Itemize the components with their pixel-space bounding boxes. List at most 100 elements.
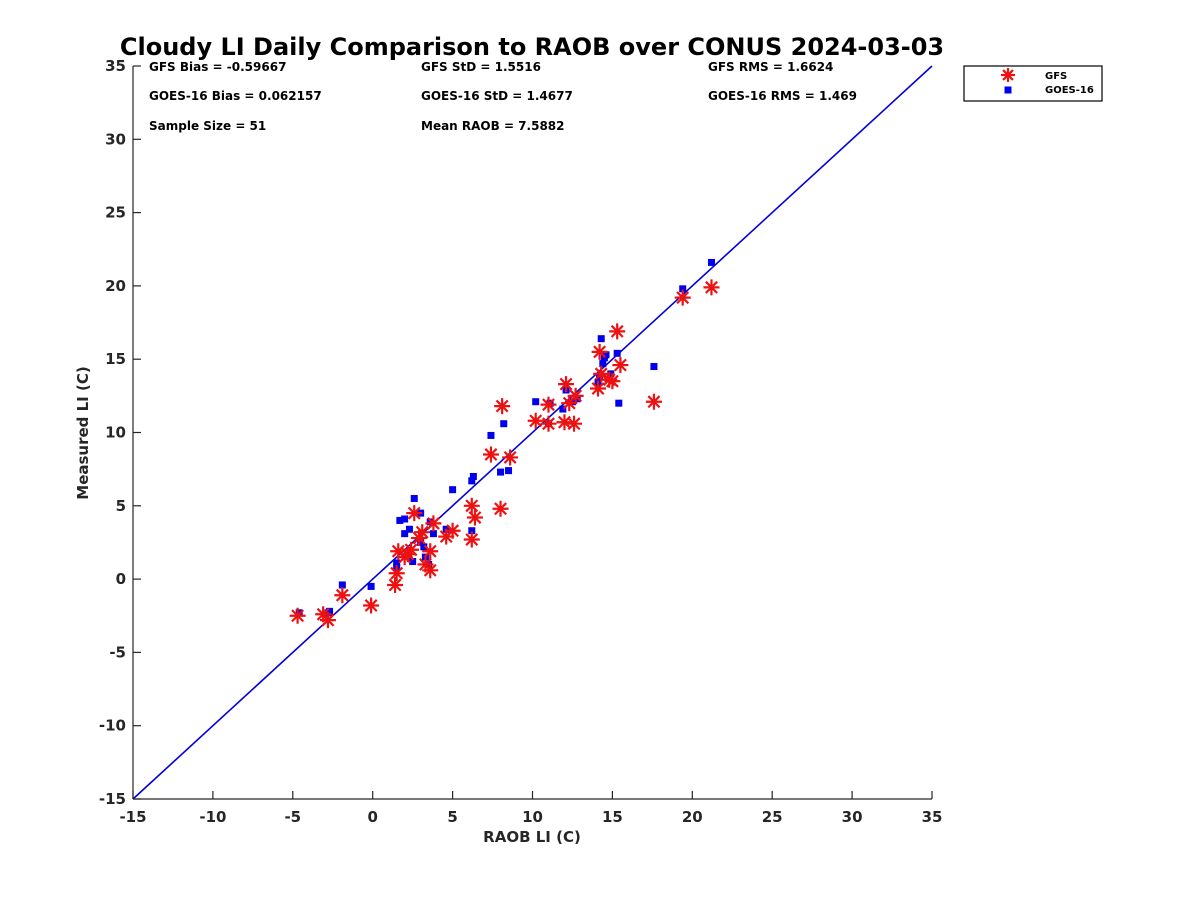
goes16-point <box>367 582 375 590</box>
goes16-point <box>401 530 409 538</box>
gfs-point <box>609 323 626 340</box>
legend-gfs-label: GFS <box>1045 71 1067 82</box>
gfs-point <box>414 524 431 541</box>
goes16-point <box>615 399 623 407</box>
x-axis-ticks: -15 -10 -5 0 5 10 15 20 25 30 35 <box>119 791 942 826</box>
gfs-point <box>422 562 439 579</box>
stat-mean-raob: Mean RAOB = 7.5882 <box>421 119 565 133</box>
stat-gfs-bias: GFS Bias = -0.59667 <box>149 60 286 74</box>
x-tick-label: 30 <box>842 808 863 826</box>
y-tick-label: -5 <box>109 643 126 661</box>
goes16-point <box>602 351 610 359</box>
legend-gfs-asterisk-icon <box>1001 68 1015 82</box>
gfs-point <box>604 373 621 390</box>
goes16-point <box>679 285 687 293</box>
goes16-point <box>707 258 715 266</box>
gfs-point <box>482 446 499 463</box>
x-tick-label: 15 <box>602 808 623 826</box>
goes16-point <box>532 398 540 406</box>
gfs-point <box>319 612 336 629</box>
x-tick-label: 5 <box>447 808 457 826</box>
gfs-point <box>289 607 306 624</box>
goes16-point <box>497 468 505 476</box>
goes16-point <box>410 494 418 502</box>
x-tick-label: -10 <box>199 808 226 826</box>
y-tick-label: 5 <box>116 497 126 515</box>
gfs-point <box>466 509 483 526</box>
gfs-point <box>558 376 575 393</box>
y-tick-label: 15 <box>105 350 126 368</box>
one-to-one-reference-line <box>132 65 933 800</box>
x-tick-label: -5 <box>284 808 301 826</box>
legend-goes16-label: GOES-16 <box>1045 85 1094 96</box>
goes16-point <box>429 530 437 538</box>
gfs-point <box>388 565 405 582</box>
gfs-point <box>645 393 662 410</box>
goes16-point <box>487 431 495 439</box>
goes16-point <box>449 486 457 494</box>
goes16-point <box>393 559 401 567</box>
goes16-point <box>468 477 476 485</box>
gfs-point <box>387 576 404 593</box>
goes16-point <box>500 420 508 428</box>
y-tick-label: 35 <box>105 57 126 75</box>
y-tick-label: 0 <box>116 570 126 588</box>
legend-goes16-square-icon <box>1004 86 1012 94</box>
gfs-point <box>567 387 584 404</box>
gfs-point <box>406 505 423 522</box>
gfs-point <box>334 587 351 604</box>
goes16-point <box>426 518 434 526</box>
y-tick-label: 20 <box>105 277 126 295</box>
legend-gfs-marker-shape <box>1001 68 1015 82</box>
x-tick-label: -15 <box>119 808 146 826</box>
goes16-point <box>650 363 658 371</box>
gfs-point <box>674 289 691 306</box>
chart-title: Cloudy LI Daily Comparison to RAOB over … <box>120 33 944 61</box>
goes16-point <box>469 472 477 480</box>
gfs-point <box>566 415 583 432</box>
gfs-point <box>502 449 519 466</box>
gfs-point <box>422 543 439 560</box>
gfs-point <box>492 500 509 517</box>
stat-gfs-rms: GFS RMS = 1.6624 <box>708 60 833 74</box>
x-tick-label: 25 <box>762 808 783 826</box>
x-tick-label: 35 <box>922 808 943 826</box>
gfs-point <box>540 396 557 413</box>
gfs-point <box>590 380 607 397</box>
gfs-point <box>703 279 720 296</box>
gfs-point <box>463 497 480 514</box>
y-tick-label: 10 <box>105 424 126 442</box>
y-axis-label: Measured LI (C) <box>74 366 92 499</box>
x-tick-label: 20 <box>682 808 703 826</box>
gfs-point <box>612 357 629 374</box>
gfs-point <box>444 522 461 539</box>
gfs-point <box>363 597 380 614</box>
stat-goes16-bias: GOES-16 Bias = 0.062157 <box>149 89 322 103</box>
y-tick-label: 25 <box>105 204 126 222</box>
stat-sample-size: Sample Size = 51 <box>149 119 266 133</box>
legend-box <box>963 65 1103 102</box>
gfs-point <box>527 412 544 429</box>
series-gfs <box>289 279 720 629</box>
stat-goes16-std: GOES-16 StD = 1.4677 <box>421 89 573 103</box>
goes16-point <box>396 516 404 524</box>
goes16-point <box>420 543 428 551</box>
goes16-point <box>613 349 621 357</box>
gfs-point <box>494 398 511 415</box>
y-tick-label: 30 <box>105 130 126 148</box>
y-tick-label: -15 <box>99 790 126 808</box>
goes16-point <box>505 467 513 475</box>
gfs-point <box>425 515 442 532</box>
legend-goes16-marker-shape <box>1004 86 1012 94</box>
goes16-point <box>559 405 567 413</box>
goes16-point <box>468 527 476 535</box>
x-tick-label: 10 <box>522 808 543 826</box>
goes16-point <box>599 360 607 368</box>
x-axis-label: RAOB LI (C) <box>483 828 581 846</box>
gfs-point <box>591 343 608 360</box>
stat-goes16-rms: GOES-16 RMS = 1.469 <box>708 89 857 103</box>
gfs-point <box>540 415 557 432</box>
series-goes16 <box>295 258 715 617</box>
y-axis-ticks: -15 -10 -5 0 5 10 15 20 25 30 35 <box>99 57 141 808</box>
